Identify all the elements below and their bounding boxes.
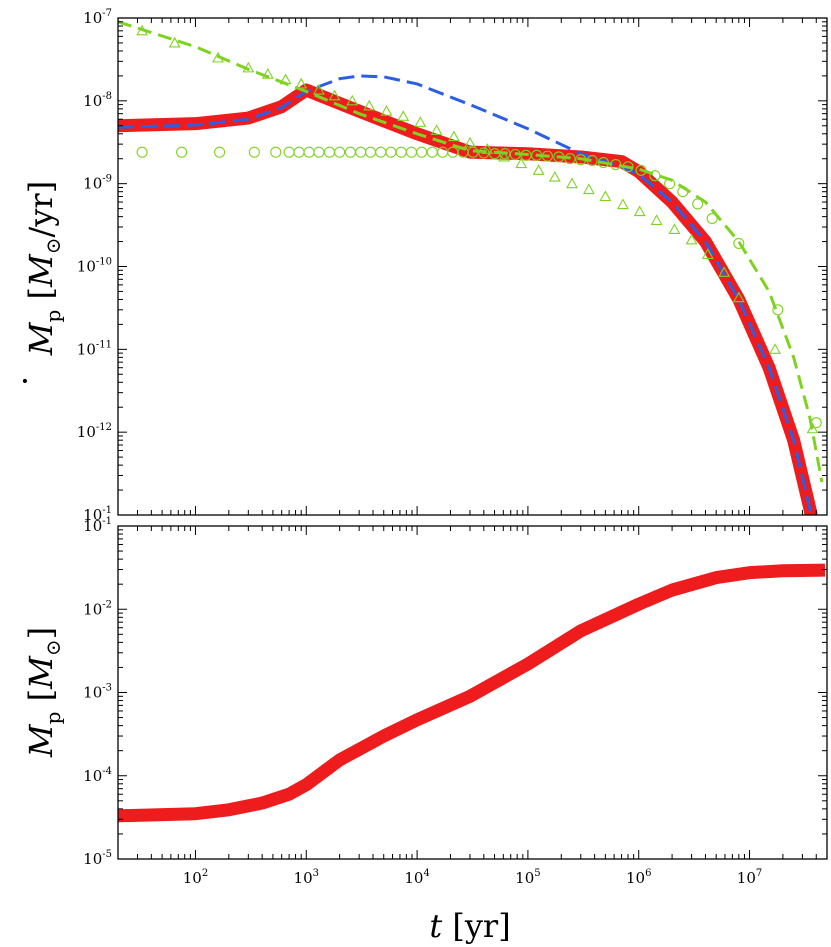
svg-text:Mp [M⊙/yr]: Mp [M⊙/yr] <box>22 181 65 356</box>
bottom-series-red-line <box>118 563 826 823</box>
top-circle-marker <box>293 146 305 158</box>
top-triangle-marker <box>464 136 476 148</box>
top-circle-marker <box>395 146 407 158</box>
bottom-x-tick-label: 103 <box>294 868 319 887</box>
top-series-red-line <box>118 83 818 515</box>
top-triangle-marker <box>363 99 376 111</box>
svg-text:t [yr]: t [yr] <box>429 907 510 945</box>
top-series-green-dashed-line <box>118 20 824 483</box>
top-circle-marker <box>248 146 260 158</box>
top-circle-marker <box>375 146 387 158</box>
top-triangle-marker <box>650 214 663 225</box>
bottom-y-tick-label: 10-5 <box>83 849 112 868</box>
top-y-axis-label: Mp [M⊙/yr] · <box>6 181 65 386</box>
top-triangle-marker <box>769 343 782 354</box>
top-y-tick-labels: 10-7 10-8 10-9 10-10 10-11 10-12 10-1 <box>77 8 112 524</box>
bottom-plot-frame <box>117 525 828 860</box>
top-triangle-marker <box>414 116 427 127</box>
top-circle-marker <box>214 146 226 158</box>
top-triangle-marker <box>380 105 393 116</box>
top-triangle-marker <box>346 94 359 106</box>
top-triangle-marker <box>548 170 561 182</box>
top-y-tick-label: 10-1 <box>83 505 112 524</box>
top-circle-marker <box>283 146 295 158</box>
top-triangle-marker <box>718 266 731 277</box>
top-circle-marker <box>176 146 188 158</box>
top-circle-marker <box>478 147 490 159</box>
top-triangle-marker <box>168 36 181 48</box>
top-circle-marker <box>303 146 315 158</box>
top-y-tick-label: 10-8 <box>83 91 112 110</box>
top-circle-marker <box>772 304 784 316</box>
top-triangle-marker <box>806 422 819 434</box>
top-circle-marker <box>136 146 148 158</box>
bottom-y-tick-label: 10-2 <box>83 599 112 618</box>
top-circle-marker <box>364 146 377 158</box>
top-triangle-marker <box>498 150 511 162</box>
top-circle-marker <box>270 146 282 158</box>
top-series-blue-dashed-line <box>118 74 813 515</box>
bottom-x-tick-label: 102 <box>183 868 208 887</box>
top-triangle-marker <box>397 110 410 121</box>
top-circle-marker <box>385 146 397 158</box>
top-plot-frame <box>117 17 828 516</box>
top-triangle-marker <box>732 291 745 303</box>
top-circle-marker <box>313 146 325 158</box>
top-triangle-marker <box>447 130 460 142</box>
top-triangle-marker <box>430 124 443 135</box>
top-triangle-marker <box>582 183 595 195</box>
bottom-x-tick-label: 106 <box>626 868 651 887</box>
top-triangle-marker <box>701 248 714 259</box>
top-circle-marker <box>733 237 745 249</box>
bottom-ticks <box>117 525 828 860</box>
top-circle-marker <box>344 146 356 158</box>
top-circle-marker <box>692 198 704 210</box>
top-triangle-marker <box>566 177 578 189</box>
bottom-series-layer <box>118 563 826 823</box>
top-series-layer <box>118 20 824 515</box>
bottom-panel: 10-110-210-310-410-5 102 103 104 105 106 107 … <box>22 516 828 945</box>
top-circle-marker <box>405 146 418 158</box>
bottom-x-tick-labels: 102 103 104 105 106 107 <box>183 868 763 887</box>
top-triangle-marker <box>481 143 494 154</box>
bottom-y-tick-label: 10-3 <box>83 683 112 702</box>
x-axis-label: t [yr] <box>429 907 510 945</box>
top-triangle-marker <box>312 83 325 95</box>
top-circle-marker <box>355 146 367 158</box>
bottom-x-tick-label: 105 <box>515 868 540 887</box>
svg-text:·: · <box>6 376 44 386</box>
top-triangle-marker <box>532 164 545 175</box>
top-y-tick-label: 10-12 <box>77 422 112 441</box>
top-y-tick-label: 10-10 <box>77 257 112 276</box>
top-y-tick-label: 10-11 <box>77 339 112 358</box>
svg-text:Mp [M⊙]: Mp [M⊙] <box>22 627 65 758</box>
top-circle-marker <box>323 146 336 158</box>
top-circle-marker <box>706 212 718 225</box>
top-y-tick-label: 10-7 <box>83 8 112 27</box>
top-circle-marker <box>426 146 438 158</box>
top-triangle-marker <box>668 223 681 235</box>
top-y-tick-label: 10-9 <box>83 174 112 193</box>
top-triangle-marker <box>685 233 698 245</box>
bottom-x-tick-label: 104 <box>404 868 429 887</box>
top-panel: 10-7 10-8 10-9 10-10 10-11 10-12 10-1 Mp [M⊙/y… <box>6 8 828 524</box>
bottom-y-tick-labels: 10-1 10-2 10-3 10-4 10-5 <box>83 516 112 868</box>
top-triangle-marker <box>599 190 612 202</box>
top-triangle-marker <box>633 205 646 217</box>
top-triangle-marker <box>328 89 341 101</box>
top-circle-marker <box>334 146 346 158</box>
bottom-y-axis-label: Mp [M⊙] <box>22 627 65 758</box>
top-circle-marker <box>416 146 428 158</box>
top-triangle-marker <box>515 157 528 169</box>
bottom-y-tick-label: 10-1 <box>83 516 112 535</box>
top-triangle-marker <box>616 198 629 210</box>
bottom-x-tick-label: 107 <box>737 868 762 887</box>
bottom-y-tick-label: 10-4 <box>83 766 112 785</box>
